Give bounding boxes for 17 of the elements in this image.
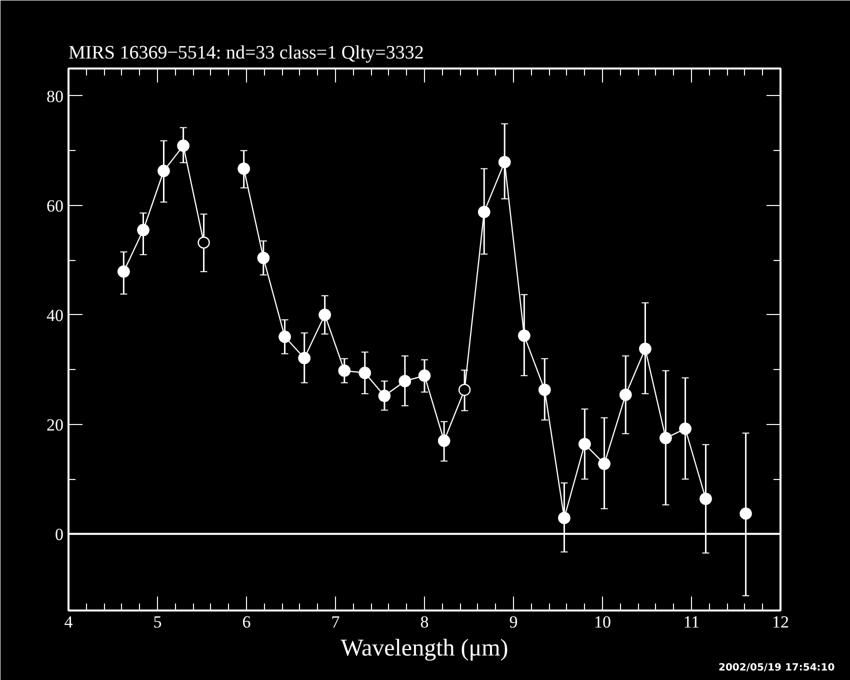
y-tick-label: 0 [55, 524, 64, 544]
x-tick-label: 12 [772, 612, 789, 632]
x-tick-label: 8 [420, 612, 429, 632]
x-axis-title: Wavelength (μm) [340, 636, 508, 662]
y-tick-label: 60 [46, 196, 64, 216]
x-tick-label: 5 [153, 612, 162, 632]
y-tick-label: 20 [46, 415, 64, 434]
x-tick-label: 6 [242, 612, 251, 632]
text: 2002/05/19 17:54:10 [718, 662, 835, 674]
x-tick-label: 10 [594, 612, 611, 632]
y-tick-label: 80 [46, 86, 64, 106]
x-tick-label: 7 [331, 612, 340, 632]
x-tick-label: 4 [64, 612, 74, 632]
x-tick-label: 11 [683, 612, 700, 632]
y-tick-label: 40 [46, 306, 64, 325]
chart-title: MIRS 16369−5514: nd=33 class=1 Qlty=3332 [68, 42, 424, 64]
x-tick-label: 9 [509, 612, 518, 632]
